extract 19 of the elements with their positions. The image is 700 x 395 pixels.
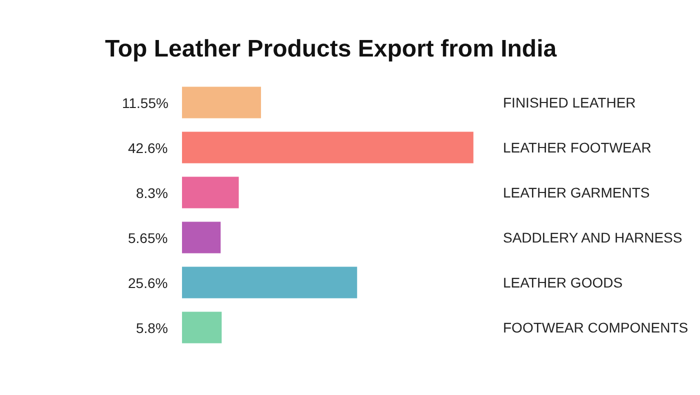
data-label: 25.6% [128,275,168,291]
bar [182,132,474,164]
bar [182,86,262,118]
y-tick-label: LEATHER GOODS [503,274,623,290]
chart-title: Top Leather Products Export from India [105,35,558,62]
y-tick-label: FOOTWEAR COMPONENTS [503,319,688,336]
bar [182,312,222,344]
data-label: 8.3% [136,185,168,201]
bar [182,266,358,298]
data-label: 5.65% [128,230,168,246]
y-tick-label: SADDLERY AND HARNESS [503,229,682,246]
data-label: 42.6% [128,140,168,156]
y-tick-label: FINISHED LEATHER [503,94,636,110]
data-label: 11.55% [122,95,168,111]
data-label: 5.8% [136,320,168,336]
y-tick-label: LEATHER GARMENTS [503,184,650,200]
y-tick-label: LEATHER FOOTWEAR [503,139,652,156]
bar [182,222,221,254]
bar [182,176,239,208]
